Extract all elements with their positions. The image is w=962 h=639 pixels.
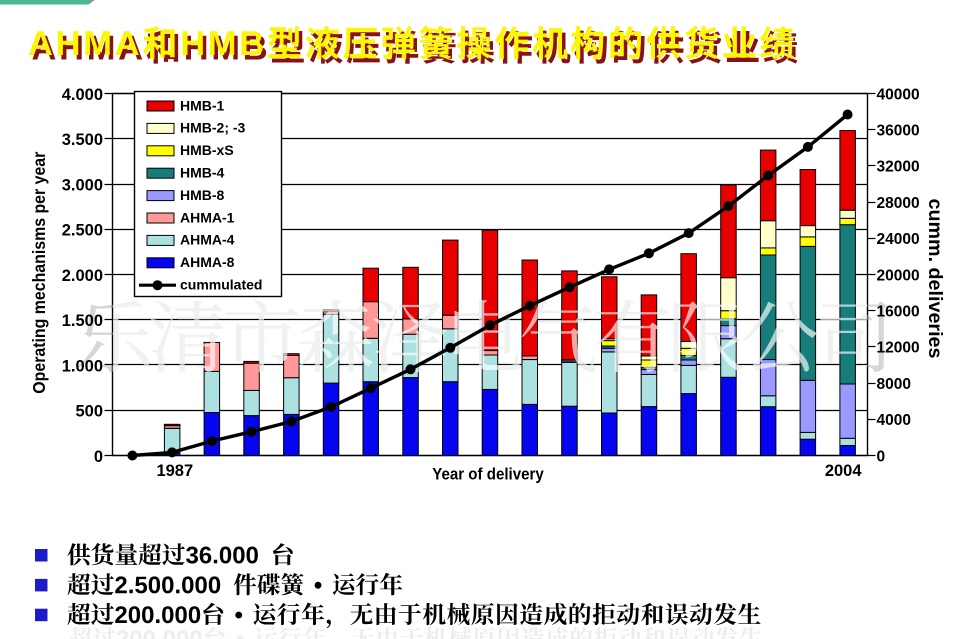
svg-text:28000: 28000 [877,195,920,212]
svg-text:AHMA-8: AHMA-8 [180,254,235,270]
svg-text:HMB-xS: HMB-xS [180,142,234,158]
svg-text:1.000: 1.000 [62,357,103,375]
svg-text:1.500: 1.500 [62,312,103,330]
svg-text:0: 0 [877,448,886,465]
svg-text:AHMA-4: AHMA-4 [180,232,235,248]
svg-text:40000: 40000 [877,86,920,103]
svg-text:8000: 8000 [877,376,911,393]
svg-text:4.000: 4.000 [62,86,103,104]
svg-text:0: 0 [94,448,103,466]
svg-text:HMB-4: HMB-4 [180,165,225,181]
svg-text:500: 500 [75,403,103,421]
svg-text:Operating mechanisms per year: Operating mechanisms per year [29,152,49,394]
svg-text:3.000: 3.000 [62,176,103,194]
svg-text:HMB-8: HMB-8 [180,187,225,203]
svg-text:36000: 36000 [877,123,920,140]
svg-text:1987: 1987 [156,462,193,480]
svg-text:24000: 24000 [877,231,920,248]
svg-text:cumm. deliveries: cumm. deliveries [924,199,945,359]
svg-text:2.500: 2.500 [62,222,103,240]
svg-text:2.000: 2.000 [62,267,103,285]
svg-text:Year of delivery: Year of delivery [432,466,544,484]
svg-text:2004: 2004 [825,462,863,480]
svg-text:32000: 32000 [877,159,920,176]
svg-text:20000: 20000 [877,267,920,284]
svg-text:16000: 16000 [877,304,920,321]
svg-text:3.500: 3.500 [62,131,103,149]
svg-text:AHMA-1: AHMA-1 [180,209,235,225]
svg-text:HMB-1: HMB-1 [180,97,225,113]
svg-text:12000: 12000 [877,340,920,357]
svg-text:4000: 4000 [877,412,911,429]
svg-text:cummulated: cummulated [180,277,262,293]
svg-text:HMB-2; -3: HMB-2; -3 [180,120,246,136]
